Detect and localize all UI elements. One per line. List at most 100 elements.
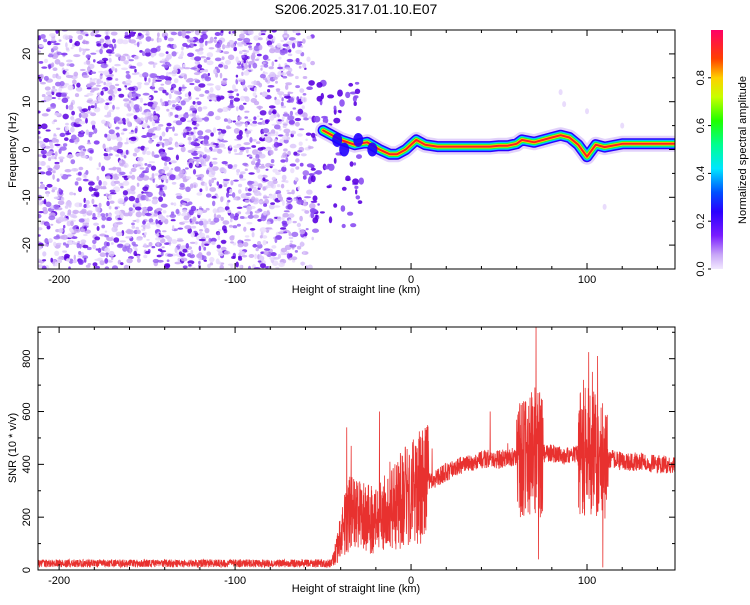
noise-speckle — [309, 208, 317, 214]
noise-speckle — [298, 128, 305, 131]
noise-speckle — [41, 66, 48, 69]
colorbar-tick-label: 0.8 — [695, 70, 707, 85]
noise-speckle — [216, 148, 223, 154]
noise-speckle — [147, 96, 152, 99]
noise-speckle — [209, 262, 214, 266]
noise-speckle — [173, 133, 179, 137]
y-tick-label: 200 — [21, 508, 33, 526]
noise-speckle — [199, 93, 205, 97]
noise-speckle — [170, 100, 177, 104]
noise-speckle — [90, 52, 97, 55]
noise-speckle — [123, 155, 127, 159]
noise-speckle — [125, 87, 128, 91]
noise-speckle — [65, 243, 69, 248]
noise-speckle — [337, 89, 343, 97]
noise-speckle — [156, 233, 160, 237]
noise-speckle — [263, 64, 269, 68]
noise-speckle — [283, 148, 288, 152]
noise-speckle — [117, 38, 123, 45]
noise-speckle — [157, 37, 162, 43]
noise-speckle — [121, 67, 128, 71]
noise-speckle — [103, 153, 109, 157]
noise-speckle — [190, 141, 198, 146]
noise-speckle — [122, 175, 128, 178]
noise-speckle — [262, 210, 268, 216]
noise-speckle — [64, 137, 69, 142]
noise-speckle — [141, 191, 144, 194]
noise-speckle — [54, 261, 58, 267]
noise-speckle — [268, 44, 274, 48]
noise-speckle — [210, 132, 214, 137]
noise-speckle — [108, 205, 112, 210]
noise-speckle — [216, 68, 221, 74]
noise-speckle — [70, 126, 75, 133]
noise-speckle — [134, 206, 142, 211]
noise-speckle — [108, 54, 112, 57]
noise-speckle — [141, 135, 148, 138]
noise-speckle — [93, 191, 100, 197]
noise-speckle — [92, 239, 97, 245]
noise-speckle — [185, 243, 189, 249]
noise-speckle — [196, 117, 201, 122]
noise-speckle — [38, 211, 44, 214]
noise-speckle — [287, 53, 293, 57]
noise-speckle — [64, 68, 69, 72]
noise-speckle — [251, 145, 257, 148]
noise-speckle — [174, 114, 179, 118]
noise-speckle — [306, 56, 311, 62]
noise-speckle — [223, 178, 230, 182]
noise-speckle — [78, 47, 82, 53]
noise-speckle — [218, 229, 222, 232]
noise-speckle — [244, 238, 251, 242]
noise-speckle — [41, 123, 48, 130]
noise-speckle — [132, 246, 137, 250]
noise-speckle — [94, 185, 101, 190]
noise-speckle — [223, 183, 228, 187]
noise-speckle — [245, 50, 250, 53]
noise-speckle — [62, 242, 67, 246]
noise-speckle — [239, 216, 245, 219]
noise-speckle — [51, 37, 56, 42]
noise-speckle — [77, 106, 82, 109]
noise-speckle — [243, 70, 250, 76]
noise-speckle — [190, 30, 194, 33]
noise-speckle — [137, 32, 142, 36]
noise-speckle — [112, 104, 115, 110]
noise-speckle — [152, 178, 155, 183]
noise-speckle — [291, 256, 298, 261]
noise-speckle — [124, 196, 129, 202]
noise-speckle — [348, 82, 354, 87]
noise-speckle — [136, 164, 141, 167]
noise-speckle — [185, 35, 190, 39]
noise-speckle — [53, 196, 60, 200]
noise-speckle — [301, 261, 304, 266]
noise-speckle — [303, 117, 309, 121]
noise-speckle — [247, 30, 254, 35]
noise-speckle — [197, 106, 203, 112]
noise-speckle — [212, 200, 216, 207]
noise-speckle — [155, 237, 162, 241]
noise-speckle — [210, 237, 217, 243]
noise-speckle — [339, 99, 345, 107]
noise-speckle — [130, 190, 136, 195]
noise-speckle — [260, 65, 265, 68]
snr-xlabel: Height of straight line (km) — [292, 583, 420, 595]
noise-speckle — [132, 244, 139, 247]
noise-speckle — [147, 125, 150, 129]
noise-speckle — [233, 164, 238, 168]
noise-speckle — [240, 171, 246, 175]
noise-speckle — [159, 60, 164, 64]
noise-speckle — [134, 127, 138, 134]
noise-speckle — [117, 198, 125, 205]
noise-speckle — [226, 201, 229, 207]
noise-speckle — [131, 174, 136, 180]
noise-speckle — [254, 210, 260, 214]
noise-speckle — [269, 48, 276, 54]
noise-speckle — [43, 75, 49, 81]
noise-speckle — [85, 170, 89, 175]
noise-speckle — [96, 79, 100, 85]
noise-speckle — [108, 57, 112, 63]
noise-speckle — [189, 82, 195, 86]
noise-speckle — [149, 137, 153, 140]
noise-speckle — [302, 175, 307, 180]
